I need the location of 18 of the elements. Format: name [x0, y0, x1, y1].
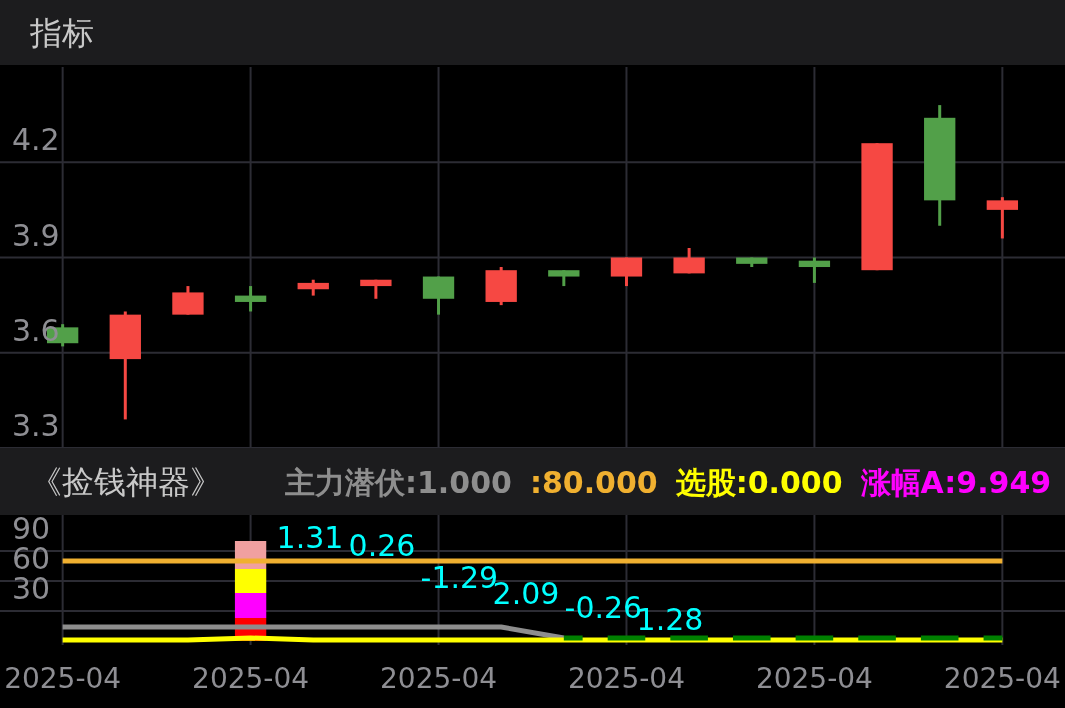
x-tick-label: 2025-04	[943, 662, 1061, 695]
chart-title: 《捡钱神器》	[30, 462, 222, 501]
annotation: 0.26	[348, 528, 416, 563]
y-tick-label: 3.9	[12, 217, 60, 253]
text: 涨幅A:9.949	[859, 464, 1052, 500]
x-tick-label: 2025-04	[380, 662, 498, 695]
chart-title: 指标	[29, 13, 94, 52]
x-tick-label: 2025-04	[755, 662, 873, 695]
text: 主力潜伏:1.000	[284, 464, 512, 500]
y-tick-label: 4.2	[12, 122, 60, 158]
annotation: 1.31	[276, 520, 344, 555]
x-tick-label: 2025-04	[4, 662, 122, 695]
text: 选股:0.000	[674, 464, 843, 500]
y-tick-label: 3.6	[12, 312, 60, 348]
x-tick-label: 2025-04	[567, 662, 685, 695]
text: :80.000	[529, 464, 658, 500]
y-tick-label: 3.3	[12, 408, 60, 443]
x-tick-label: 2025-04	[192, 662, 310, 695]
